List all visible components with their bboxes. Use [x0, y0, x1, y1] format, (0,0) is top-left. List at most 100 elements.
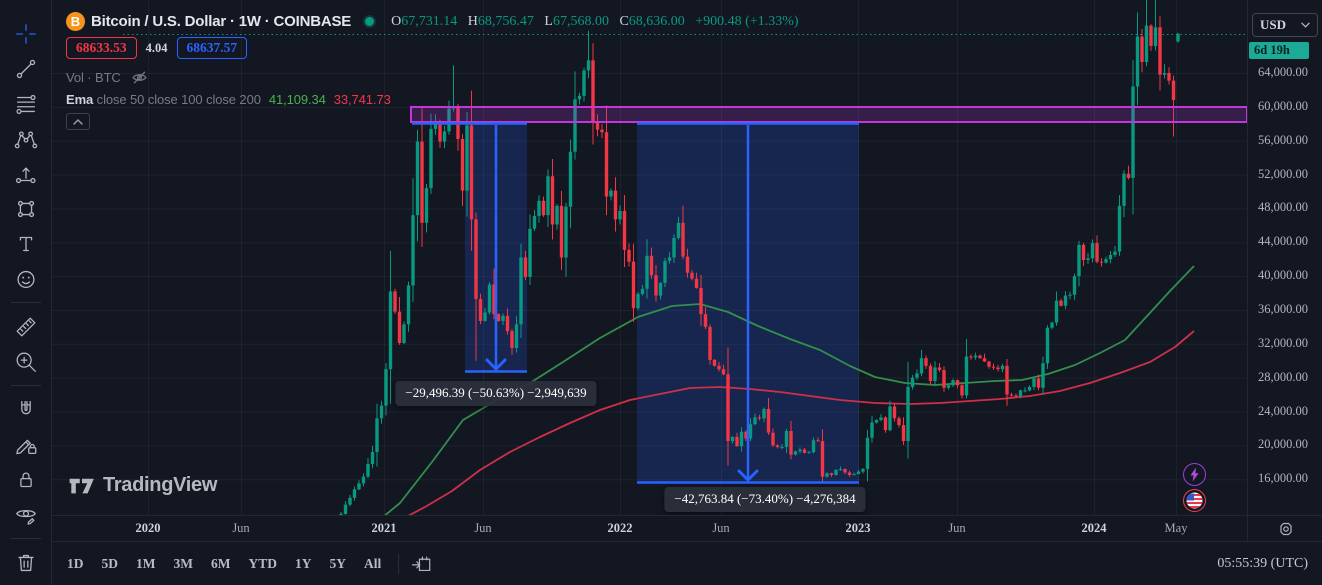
- time-tick-label: 2021: [371, 521, 397, 535]
- drawing-toolbar: [0, 0, 52, 585]
- legend-collapse-button[interactable]: [66, 113, 90, 130]
- volume-visibility-toggle[interactable]: [131, 69, 148, 86]
- remove-drawings-tool[interactable]: [7, 545, 45, 580]
- long-position-tool[interactable]: [7, 156, 45, 191]
- range-button-5d[interactable]: 5D: [93, 551, 128, 577]
- range-button-1y[interactable]: 1Y: [286, 551, 321, 577]
- flag-glyph: [1186, 492, 1203, 509]
- ema-params: close 50 close 100 close 200: [93, 92, 261, 107]
- currency-value: USD: [1260, 17, 1287, 32]
- chart-legend: B Bitcoin / U.S. Dollar · 1W · COINBASE …: [66, 12, 799, 130]
- pencil-lock-icon: [15, 439, 36, 454]
- trend-line-tool[interactable]: [7, 51, 45, 86]
- toolbar-divider: [10, 302, 41, 303]
- text-tool[interactable]: [7, 226, 45, 261]
- open-value: 67,731.14: [401, 13, 458, 29]
- emoji-tool[interactable]: [7, 261, 45, 296]
- range-button-ytd[interactable]: YTD: [240, 551, 287, 577]
- time-tick-label: 2020: [135, 521, 161, 535]
- hide-drawings-tool[interactable]: [7, 497, 45, 532]
- ask-price-button[interactable]: 68637.57: [176, 37, 248, 59]
- price-tick-label: 56,000.00: [1258, 132, 1308, 147]
- zoom-in-tool[interactable]: [7, 344, 45, 379]
- chevron-up-icon: [73, 118, 83, 125]
- market-status-dot: [365, 17, 375, 26]
- axis-settings-icon[interactable]: [1276, 520, 1296, 538]
- price-range-label: −29,496.39 (−50.63%) −2,949,639: [395, 381, 597, 406]
- candles: [339, 0, 1180, 515]
- tradingview-logo-icon: [69, 478, 94, 493]
- instant-order-icon[interactable]: [1183, 463, 1206, 486]
- rectangle-tool[interactable]: [7, 191, 45, 226]
- range-button-3m[interactable]: 3M: [165, 551, 203, 577]
- lock-icon: [19, 472, 32, 487]
- fib-retracement-tool[interactable]: [7, 86, 45, 121]
- time-tick-label: May: [1164, 521, 1188, 535]
- range-button-1d[interactable]: 1D: [58, 551, 93, 577]
- lock-drawings-tool[interactable]: [7, 462, 45, 497]
- time-tick-label: Jun: [948, 521, 966, 535]
- price-range-drawing[interactable]: [637, 122, 859, 484]
- time-tick-label: Jun: [712, 521, 730, 535]
- chevron-down-icon: [1301, 22, 1310, 28]
- price-tick-label: 24,000.00: [1258, 403, 1308, 418]
- price-tick-label: 16,000.00: [1258, 471, 1308, 486]
- open-label: O: [391, 13, 402, 29]
- crosshair-tool[interactable]: [7, 16, 45, 51]
- ema-legend-label[interactable]: Ema close 50 close 100 close 200: [66, 92, 261, 107]
- low-label: L: [544, 13, 553, 29]
- go-to-date-button[interactable]: [407, 551, 437, 577]
- xabcd-pattern-icon: [14, 130, 37, 148]
- resistance-zone-drawing[interactable]: [410, 106, 1247, 123]
- session-clock[interactable]: 05:55:39 (UTC): [1217, 555, 1308, 571]
- eye-pencil-icon: [15, 509, 36, 525]
- ruler-icon: [16, 317, 35, 336]
- high-label: H: [467, 13, 478, 29]
- time-tick-label: 2022: [607, 521, 633, 535]
- emoji-icon: [16, 270, 35, 288]
- spread-value: 4.04: [145, 40, 168, 55]
- price-tick-label: 60,000.00: [1258, 98, 1308, 113]
- range-button-all[interactable]: All: [355, 551, 390, 577]
- close-value: 68,636.00: [628, 13, 685, 29]
- time-tick-label: 2024: [1081, 521, 1107, 535]
- magnet-icon: [20, 400, 31, 414]
- close-label: C: [619, 13, 629, 29]
- volume-legend-label[interactable]: Vol · BTC: [66, 70, 121, 85]
- crosshair-icon: [15, 23, 36, 44]
- grid: [52, 0, 1247, 515]
- candlestick-chart[interactable]: [52, 0, 1247, 515]
- chart-pane[interactable]: B Bitcoin / U.S. Dollar · 1W · COINBASE …: [52, 0, 1247, 515]
- rectangle-icon: [17, 200, 34, 217]
- time-axis[interactable]: 2020 Jun 2021 Jun 2022 Jun 2023 Jun 2024 May: [52, 515, 1322, 542]
- price-range-drawing[interactable]: [412, 122, 527, 373]
- price-tick-label: 20,000.00: [1258, 437, 1308, 452]
- range-button-5y[interactable]: 5Y: [321, 551, 356, 577]
- currency-dropdown[interactable]: USD: [1252, 13, 1318, 37]
- bottom-toolbar: 1D 5D 1M 3M 6M YTD 1Y 5Y All 05:55:39 (UTC): [52, 541, 1322, 585]
- watermark-text: TradingView: [103, 474, 218, 496]
- magnet-tool[interactable]: [7, 392, 45, 427]
- ema-value-green: 41,109.34: [268, 92, 326, 107]
- long-position-icon: [15, 166, 36, 183]
- go-to-date-icon: [412, 556, 431, 571]
- trend-line-icon: [16, 59, 35, 78]
- trash-icon: [17, 554, 34, 571]
- toolbar-divider: [398, 553, 400, 574]
- us-flag-icon[interactable]: [1183, 489, 1206, 512]
- toolbar-divider: [10, 385, 41, 386]
- edit-lock-tool[interactable]: [7, 427, 45, 462]
- price-tick-label: 28,000.00: [1258, 369, 1308, 384]
- axis-corner-divider: [1247, 516, 1248, 542]
- toolbar-divider: [10, 538, 41, 539]
- eye-crossed-icon: [132, 71, 147, 84]
- bid-price-button[interactable]: 68633.53: [66, 37, 137, 59]
- range-button-6m[interactable]: 6M: [202, 551, 240, 577]
- ema-line-red[interactable]: [406, 330, 1195, 515]
- range-button-1m[interactable]: 1M: [127, 551, 165, 577]
- ruler-tool[interactable]: [7, 309, 45, 344]
- price-axis[interactable]: USD 6d 19h 64,000.00 60,000.00 56,000.00 52…: [1247, 0, 1322, 515]
- xabcd-pattern-tool[interactable]: [7, 121, 45, 156]
- symbol-title[interactable]: Bitcoin / U.S. Dollar · 1W · COINBASE: [91, 13, 352, 30]
